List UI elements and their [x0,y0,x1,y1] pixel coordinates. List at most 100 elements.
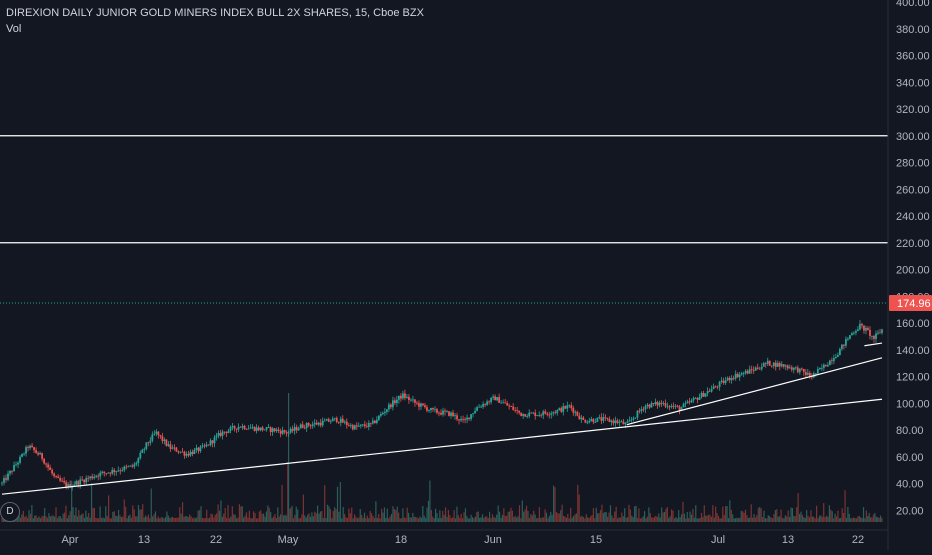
candle-body [820,367,823,369]
volume-bar [309,516,312,522]
candle-body [514,409,517,411]
volume-bar [345,517,347,522]
volume-bar [19,517,22,522]
candle-body [596,417,599,422]
volume-bar [76,516,78,522]
volume-bar [299,518,302,522]
price-axis[interactable]: 400.00 380.00 360.00 340.00 320.00 300.00 280.… [896,0,930,517]
volume-bar [516,517,518,522]
dividend-badge[interactable]: D [0,502,20,522]
volume-bar [372,515,374,522]
volume-bar [605,512,607,522]
volume-bar [625,517,627,522]
volume-bar [231,506,233,522]
volume-bar [642,516,644,522]
volume-bar [692,509,694,522]
candle-body [774,362,777,367]
candle-body [273,428,276,432]
volume-bar [608,512,610,522]
volume-bar [595,507,597,522]
candle-body [746,370,749,374]
volume-bar [254,513,256,522]
volume-bar [658,513,660,522]
volume-bar [112,511,114,522]
volume-bar [331,518,333,522]
volume-bar [388,518,390,522]
candle-body [881,329,883,333]
volume-bar [399,518,401,522]
volume-bar [591,515,593,522]
volume-indicator-label[interactable]: Vol [6,23,22,35]
volume-bar [129,514,131,522]
candle-body [77,481,80,485]
candle-body [311,424,314,427]
candle-body [518,410,521,413]
volume-bar [373,518,376,522]
volume-bar [289,507,292,522]
volume-bar [666,507,668,522]
candle-body [43,458,45,464]
volume-bar [147,514,150,522]
volume-bar [312,516,314,522]
candle-body [351,425,354,430]
volume-bar [663,511,666,522]
candle-body [279,430,282,434]
volume-bar [436,513,438,522]
time-tick-label: 22 [852,534,864,546]
candle-body [55,476,58,477]
volume-bar [105,506,107,522]
candle-body [642,409,645,410]
volume-bar [788,517,791,522]
volume-bar [366,515,368,522]
trendline[interactable] [1,398,883,495]
candle-body [61,480,64,482]
volume-bar [201,517,204,522]
volume-bar [319,511,322,522]
candle-body [219,433,222,436]
candle-body [87,478,90,479]
candle-body [383,411,386,413]
volume-bar [471,517,474,522]
volume-bar [744,509,747,522]
volume-bar [877,517,879,522]
volume-bar [638,508,640,522]
volume-bar [103,518,105,522]
volume-bar [565,517,567,522]
candle-body [612,420,615,424]
candle-body [69,484,72,488]
time-axis[interactable]: Apr 13 22 May 18 Jun 15 Jul 13 22 [61,534,864,546]
candle-body [389,404,392,408]
candle-body [506,403,509,406]
volume-bar [447,510,449,522]
trendline[interactable] [626,357,883,426]
volume-bar [503,508,505,522]
candle-body [149,440,152,443]
price-tick-label: 280.00 [896,158,930,170]
volume-bar [177,517,179,522]
volume-bar [527,510,529,522]
symbol-title[interactable]: DIREXION DAILY JUNIOR GOLD MINERS INDEX … [6,7,424,19]
volume-bar [525,505,528,522]
volume-bar [786,516,788,522]
candle-body [576,411,579,416]
candle-body [171,447,174,449]
candle-body [574,411,577,413]
candle-body [602,417,605,421]
candle-body [879,332,881,334]
candle-body [7,473,9,480]
volume-bar [699,517,701,522]
volume-bar [670,509,673,522]
volume-bar [464,508,467,522]
volume-bar [506,515,508,522]
volume-bar [44,508,46,522]
candle-body [714,386,717,388]
trendline[interactable] [864,342,883,347]
volume-bar [497,505,499,522]
volume-bar [857,516,859,522]
volume-bar [55,507,57,522]
candle-body [582,417,585,420]
volume-bar [480,517,482,522]
volume-bar [477,511,479,522]
volume-bar [780,509,782,522]
